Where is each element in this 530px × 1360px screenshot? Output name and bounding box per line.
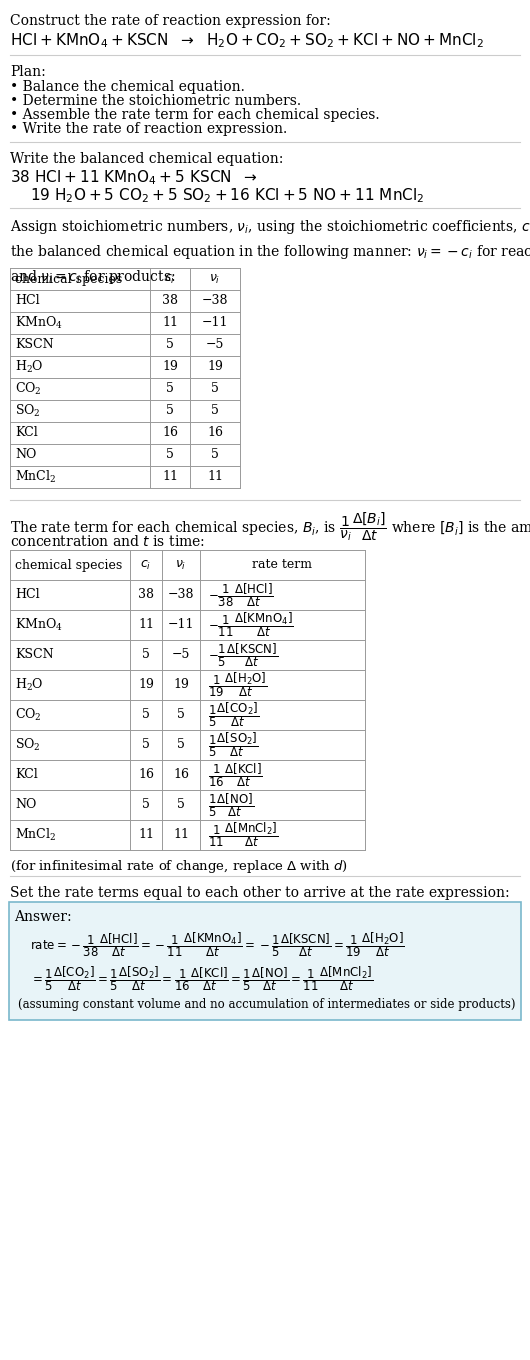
Text: $\dfrac{1}{19}\dfrac{\Delta[\mathrm{H_2O}]}{\Delta t}$: $\dfrac{1}{19}\dfrac{\Delta[\mathrm{H_2O…	[208, 670, 268, 699]
Text: $\mathregular{KMnO_4}$: $\mathregular{KMnO_4}$	[15, 316, 63, 330]
Text: Set the rate terms equal to each other to arrive at the rate expression:: Set the rate terms equal to each other t…	[10, 885, 510, 900]
Text: 19: 19	[162, 360, 178, 374]
Text: (assuming constant volume and no accumulation of intermediates or side products): (assuming constant volume and no accumul…	[18, 998, 516, 1010]
Text: 16: 16	[207, 427, 223, 439]
Text: 19: 19	[138, 679, 154, 691]
Text: KSCN: KSCN	[15, 339, 54, 351]
Text: 5: 5	[142, 738, 150, 752]
Text: $\mathregular{H_2O}$: $\mathregular{H_2O}$	[15, 359, 43, 375]
Text: Assign stoichiometric numbers, $\nu_i$, using the stoichiometric coefficients, $: Assign stoichiometric numbers, $\nu_i$, …	[10, 218, 530, 287]
Text: 5: 5	[142, 649, 150, 661]
Text: (for infinitesimal rate of change, replace $\Delta$ with $d$): (for infinitesimal rate of change, repla…	[10, 858, 348, 874]
Text: NO: NO	[15, 798, 37, 812]
Text: 11: 11	[162, 471, 178, 484]
FancyBboxPatch shape	[9, 902, 521, 1020]
Text: 19: 19	[207, 360, 223, 374]
Text: $\mathregular{H_2O}$: $\mathregular{H_2O}$	[15, 677, 43, 694]
Text: chemical species: chemical species	[15, 272, 122, 286]
Text: KSCN: KSCN	[15, 649, 54, 661]
Text: 5: 5	[166, 404, 174, 418]
Text: $\mathregular{KMnO_4}$: $\mathregular{KMnO_4}$	[15, 617, 63, 632]
Text: −38: −38	[168, 589, 195, 601]
Text: 11: 11	[138, 619, 154, 631]
Text: 16: 16	[173, 768, 189, 782]
Text: 11: 11	[162, 317, 178, 329]
Text: concentration and $t$ is time:: concentration and $t$ is time:	[10, 534, 205, 549]
Text: $\dfrac{1}{5}\dfrac{\Delta[\mathrm{NO}]}{\Delta t}$: $\dfrac{1}{5}\dfrac{\Delta[\mathrm{NO}]}…	[208, 792, 254, 819]
Text: $-\dfrac{1}{38}\dfrac{\Delta[\mathrm{HCl}]}{\Delta t}$: $-\dfrac{1}{38}\dfrac{\Delta[\mathrm{HCl…	[208, 581, 274, 609]
Text: 5: 5	[211, 382, 219, 396]
Text: $\mathrm{rate} = -\dfrac{1}{38}\dfrac{\Delta[\mathrm{HCl}]}{\Delta t}= -\dfrac{1: $\mathrm{rate} = -\dfrac{1}{38}\dfrac{\D…	[30, 930, 405, 959]
Text: 5: 5	[166, 339, 174, 351]
Text: 19: 19	[173, 679, 189, 691]
Text: $\nu_i$: $\nu_i$	[175, 559, 187, 571]
Text: $= \dfrac{1}{5}\dfrac{\Delta[\mathrm{CO_2}]}{\Delta t}= \dfrac{1}{5}\dfrac{\Delt: $= \dfrac{1}{5}\dfrac{\Delta[\mathrm{CO_…	[30, 964, 373, 993]
Text: 11: 11	[207, 471, 223, 484]
Text: • Determine the stoichiometric numbers.: • Determine the stoichiometric numbers.	[10, 94, 301, 107]
Text: rate term: rate term	[252, 559, 313, 571]
Text: 38: 38	[138, 589, 154, 601]
Text: 16: 16	[162, 427, 178, 439]
Text: KCl: KCl	[15, 427, 38, 439]
Text: $\mathregular{HCl + KMnO_4 + KSCN\ \ \rightarrow\ \ H_2O + CO_2 + SO_2 + KCl + N: $\mathregular{HCl + KMnO_4 + KSCN\ \ \ri…	[10, 31, 484, 50]
Text: $\mathregular{CO_2}$: $\mathregular{CO_2}$	[15, 381, 42, 397]
Text: $\mathregular{MnCl_2}$: $\mathregular{MnCl_2}$	[15, 827, 56, 843]
Text: $\dfrac{1}{16}\dfrac{\Delta[\mathrm{KCl}]}{\Delta t}$: $\dfrac{1}{16}\dfrac{\Delta[\mathrm{KCl}…	[208, 762, 263, 789]
Text: Construct the rate of reaction expression for:: Construct the rate of reaction expressio…	[10, 14, 331, 29]
Text: $\mathregular{MnCl_2}$: $\mathregular{MnCl_2}$	[15, 469, 56, 486]
Text: $\mathregular{19\ H_2O + 5\ CO_2 + 5\ SO_2 + 16\ KCl + 5\ NO + 11\ MnCl_2}$: $\mathregular{19\ H_2O + 5\ CO_2 + 5\ SO…	[30, 186, 425, 205]
Text: HCl: HCl	[15, 295, 40, 307]
Text: $\dfrac{1}{11}\dfrac{\Delta[\mathrm{MnCl_2}]}{\Delta t}$: $\dfrac{1}{11}\dfrac{\Delta[\mathrm{MnCl…	[208, 820, 278, 850]
Text: −5: −5	[172, 649, 190, 661]
Text: $\dfrac{1}{5}\dfrac{\Delta[\mathrm{CO_2}]}{\Delta t}$: $\dfrac{1}{5}\dfrac{\Delta[\mathrm{CO_2}…	[208, 700, 259, 729]
Text: 5: 5	[177, 738, 185, 752]
Text: • Write the rate of reaction expression.: • Write the rate of reaction expression.	[10, 122, 287, 136]
Text: 5: 5	[177, 709, 185, 722]
Text: 11: 11	[138, 828, 154, 842]
Text: $\mathregular{CO_2}$: $\mathregular{CO_2}$	[15, 707, 42, 724]
Text: 5: 5	[142, 709, 150, 722]
Text: $-\dfrac{1}{5}\dfrac{\Delta[\mathrm{KSCN}]}{\Delta t}$: $-\dfrac{1}{5}\dfrac{\Delta[\mathrm{KSCN…	[208, 641, 278, 669]
Text: HCl: HCl	[15, 589, 40, 601]
Text: Plan:: Plan:	[10, 65, 46, 79]
Text: 5: 5	[177, 798, 185, 812]
Text: KCl: KCl	[15, 768, 38, 782]
Text: $c_i$: $c_i$	[164, 272, 175, 286]
Text: −11: −11	[202, 317, 228, 329]
Text: 5: 5	[166, 382, 174, 396]
Text: Answer:: Answer:	[14, 910, 72, 923]
Text: $\nu_i$: $\nu_i$	[209, 272, 220, 286]
Text: −38: −38	[202, 295, 228, 307]
Text: 5: 5	[142, 798, 150, 812]
Text: 5: 5	[166, 449, 174, 461]
Text: −11: −11	[168, 619, 195, 631]
Text: 11: 11	[173, 828, 189, 842]
Text: 16: 16	[138, 768, 154, 782]
Text: 5: 5	[211, 449, 219, 461]
Text: $-\dfrac{1}{11}\dfrac{\Delta[\mathrm{KMnO_4}]}{\Delta t}$: $-\dfrac{1}{11}\dfrac{\Delta[\mathrm{KMn…	[208, 611, 294, 639]
Text: 38: 38	[162, 295, 178, 307]
Text: $\mathregular{SO_2}$: $\mathregular{SO_2}$	[15, 403, 41, 419]
Text: Write the balanced chemical equation:: Write the balanced chemical equation:	[10, 152, 284, 166]
Text: The rate term for each chemical species, $B_i$, is $\dfrac{1}{\nu_i}\dfrac{\Delt: The rate term for each chemical species,…	[10, 510, 530, 543]
Text: NO: NO	[15, 449, 37, 461]
Text: $c_i$: $c_i$	[140, 559, 152, 571]
Text: • Assemble the rate term for each chemical species.: • Assemble the rate term for each chemic…	[10, 107, 379, 122]
Text: $\mathregular{38\ HCl + 11\ KMnO_4 + 5\ KSCN\ \ \rightarrow}$: $\mathregular{38\ HCl + 11\ KMnO_4 + 5\ …	[10, 169, 258, 186]
Text: 5: 5	[211, 404, 219, 418]
Text: $\mathregular{SO_2}$: $\mathregular{SO_2}$	[15, 737, 41, 753]
Text: chemical species: chemical species	[15, 559, 122, 571]
Text: −5: −5	[206, 339, 224, 351]
Text: $\dfrac{1}{5}\dfrac{\Delta[\mathrm{SO_2}]}{\Delta t}$: $\dfrac{1}{5}\dfrac{\Delta[\mathrm{SO_2}…	[208, 730, 259, 759]
Text: • Balance the chemical equation.: • Balance the chemical equation.	[10, 80, 245, 94]
